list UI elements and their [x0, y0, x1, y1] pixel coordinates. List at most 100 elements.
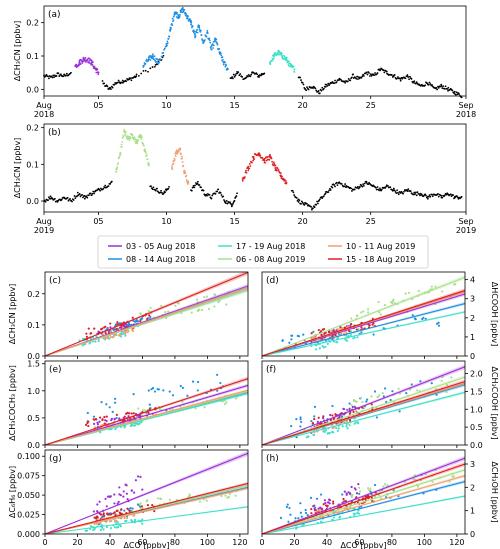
event-point — [293, 71, 296, 73]
background-point — [335, 181, 338, 184]
y-tick-label: 1.5 — [27, 360, 40, 369]
event-point — [205, 35, 208, 38]
scatter-point — [366, 487, 370, 490]
plot-frame — [261, 271, 466, 357]
event-point — [193, 30, 196, 33]
scatter-point — [300, 420, 303, 424]
event-point — [97, 73, 100, 76]
background-point — [366, 73, 369, 76]
background-point — [168, 185, 170, 188]
background-point — [426, 197, 429, 200]
scatter-point — [149, 315, 152, 319]
scatter-point — [113, 493, 116, 496]
event-point — [155, 60, 158, 63]
scatter-point — [159, 497, 163, 501]
scatter-point — [304, 508, 307, 512]
scatter-point — [139, 502, 142, 505]
event-point — [120, 145, 123, 148]
background-point — [109, 183, 112, 185]
scatter-point — [92, 415, 96, 418]
event-point — [204, 39, 206, 41]
event-point — [199, 29, 202, 32]
scatter-point — [342, 408, 346, 411]
background-point — [300, 203, 302, 205]
plot-frame — [261, 360, 466, 446]
event-point — [221, 59, 224, 61]
background-point — [322, 87, 325, 90]
scatter-point — [203, 406, 206, 409]
scatter-point — [125, 519, 128, 523]
event-point — [241, 179, 244, 182]
fit-line — [45, 287, 248, 356]
scatter-point — [110, 419, 113, 422]
event-anchor-point — [285, 181, 288, 184]
event-point — [222, 63, 225, 66]
plot-area — [262, 455, 465, 534]
event-anchor-point — [187, 181, 190, 184]
background-point — [328, 189, 330, 192]
event-point — [267, 155, 270, 158]
event-point — [179, 147, 182, 150]
background-point — [397, 193, 400, 196]
x-axis-label: ΔCO [ppbv] — [123, 541, 169, 549]
background-point — [300, 200, 303, 203]
background-point — [241, 76, 244, 78]
scatter-point — [326, 504, 329, 507]
background-point — [116, 81, 119, 84]
background-point — [357, 185, 359, 188]
scatter-point — [409, 388, 412, 391]
panel-label: (a) — [48, 10, 61, 20]
y-tick-label: 0.0 — [27, 352, 40, 361]
background-point — [211, 194, 214, 197]
scatter-point — [434, 285, 437, 288]
event-anchor-point — [157, 61, 160, 64]
background-point — [446, 88, 449, 90]
event-anchor-point — [247, 167, 250, 169]
background-point — [48, 77, 50, 80]
scatter-point — [113, 502, 116, 505]
event-point — [79, 63, 82, 65]
scatter-point — [357, 509, 360, 512]
background-point — [361, 185, 364, 188]
event-anchor-point — [274, 167, 277, 169]
plot-area — [45, 450, 248, 534]
y-tick-label: 4 — [470, 276, 475, 285]
scatter-point — [107, 330, 110, 333]
scatter-point — [319, 493, 323, 496]
scatter-point — [348, 412, 351, 415]
background-point — [106, 85, 109, 88]
background-point — [415, 81, 418, 84]
scatter-point — [114, 397, 117, 400]
event-point — [280, 177, 283, 179]
event-point — [95, 71, 98, 74]
scatter-point — [115, 328, 118, 331]
scatter-point — [299, 511, 302, 514]
fit-line — [45, 389, 248, 445]
scatter-point — [139, 475, 142, 478]
scatter-point — [136, 503, 140, 506]
fit-line — [262, 495, 465, 534]
event-point — [125, 130, 127, 133]
scatter-point — [223, 402, 227, 406]
event-anchor-point — [86, 58, 89, 61]
scatter-point — [123, 426, 126, 429]
event-anchor-point — [139, 134, 142, 136]
event-point — [133, 136, 136, 139]
background-point — [226, 202, 229, 205]
event-point — [198, 26, 201, 29]
background-point — [344, 183, 347, 185]
scatter-point — [104, 325, 107, 328]
scatter-point — [141, 488, 144, 491]
scatter-point — [141, 408, 144, 411]
event-point — [194, 36, 197, 39]
scatter-point — [378, 311, 381, 314]
panel-label: (d) — [266, 276, 279, 286]
scatter-point — [228, 492, 231, 496]
fit-line — [45, 384, 248, 445]
event-point — [273, 163, 276, 165]
scatter-point — [117, 500, 120, 504]
scatter-point — [136, 320, 140, 323]
event-anchor-point — [258, 152, 261, 155]
event-point — [208, 37, 211, 40]
scatter-point — [115, 413, 118, 416]
